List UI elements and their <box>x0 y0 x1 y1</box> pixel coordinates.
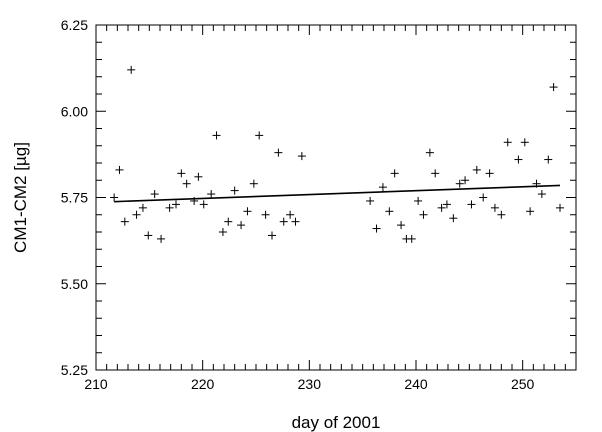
plot-area-border <box>95 24 577 371</box>
data-point <box>526 207 535 216</box>
data-point <box>372 224 381 233</box>
data-point <box>479 193 488 202</box>
data-point <box>490 203 499 212</box>
data-point <box>120 217 129 226</box>
data-point <box>485 169 494 178</box>
data-point <box>237 221 246 230</box>
x-tick-label: 210 <box>84 376 108 392</box>
data-point <box>177 169 186 178</box>
data-point <box>461 176 470 185</box>
data-point <box>165 203 174 212</box>
data-point <box>544 155 553 164</box>
data-point <box>249 179 258 188</box>
data-point <box>431 169 440 178</box>
data-point <box>291 217 300 226</box>
data-point <box>520 138 529 147</box>
data-point <box>182 179 191 188</box>
y-tick-label: 6.00 <box>61 103 88 119</box>
data-point <box>385 207 394 216</box>
data-point <box>138 203 147 212</box>
data-point <box>467 200 476 209</box>
x-tick-label: 220 <box>191 376 215 392</box>
data-point <box>261 210 270 219</box>
data-point <box>449 214 458 223</box>
data-point <box>274 148 283 157</box>
x-tick-label: 250 <box>511 376 535 392</box>
x-tick-label: 240 <box>404 376 428 392</box>
data-points <box>110 65 564 243</box>
data-point <box>414 196 423 205</box>
data-point <box>144 231 153 240</box>
data-point <box>279 217 288 226</box>
data-point <box>224 217 233 226</box>
data-point <box>199 200 208 209</box>
plot-frame <box>95 24 577 371</box>
data-point <box>407 234 416 243</box>
data-point <box>437 203 446 212</box>
x-tick-label: 230 <box>298 376 322 392</box>
y-tick-label: 5.75 <box>61 190 88 206</box>
data-point <box>549 83 558 92</box>
data-point <box>286 210 295 219</box>
data-point <box>419 210 428 219</box>
data-point <box>207 190 216 199</box>
data-point <box>194 172 203 181</box>
data-point <box>255 131 264 140</box>
data-point <box>132 210 141 219</box>
data-point <box>115 165 124 174</box>
data-point <box>172 200 180 209</box>
data-point <box>442 200 451 209</box>
data-point <box>150 190 159 199</box>
data-point <box>503 138 512 147</box>
data-point <box>268 231 276 240</box>
y-tick-label: 6.25 <box>61 17 88 33</box>
data-point <box>157 234 166 243</box>
data-point <box>455 179 464 188</box>
axis-tick-labels: 210 220 230 240 250 5.25 5.50 5.75 6.00 6.25 <box>61 17 535 392</box>
data-point <box>514 155 523 164</box>
data-point <box>110 193 119 202</box>
data-point <box>472 165 481 174</box>
y-tick-label: 5.50 <box>61 276 88 292</box>
data-point <box>218 228 227 236</box>
data-point <box>243 207 252 216</box>
data-point <box>397 221 406 230</box>
y-axis-title: CM1-CM2 [µg] <box>11 142 30 253</box>
data-point <box>556 203 564 212</box>
data-point <box>366 196 375 205</box>
data-point <box>297 152 306 161</box>
axis-ticks <box>95 24 577 371</box>
trend-line-group <box>114 184 561 203</box>
data-point <box>127 65 136 74</box>
trend-line <box>114 184 561 203</box>
x-axis-title: day of 2001 <box>292 413 381 432</box>
data-point <box>497 210 506 219</box>
data-point <box>537 190 546 199</box>
data-point <box>378 183 387 192</box>
data-point <box>390 169 399 178</box>
y-tick-label: 5.25 <box>61 362 88 378</box>
data-point <box>230 186 239 195</box>
data-point <box>212 131 221 140</box>
data-point <box>425 148 434 157</box>
